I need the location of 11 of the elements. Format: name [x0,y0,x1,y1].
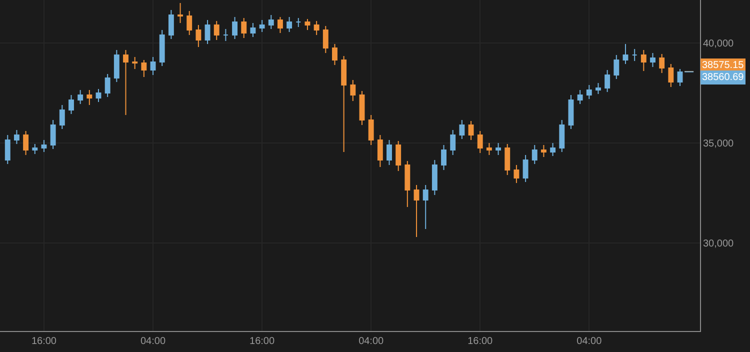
x-tick-label: 16:00 [250,336,275,347]
y-tick-label: 35,000 [703,138,734,150]
x-tick-label: 16:00 [31,336,57,347]
x-tick-label: 04:00 [140,336,166,347]
y-tick-label: 40,000 [703,38,734,50]
x-tick-label: 16:00 [468,336,494,347]
ref-line-label: 38575.15 [702,60,744,71]
x-tick-label: 04:00 [358,336,384,347]
y-tick-label: 30,000 [703,238,734,250]
x-tick-label: 04:00 [576,336,602,347]
ref-line-label: 38560.69 [702,72,744,83]
